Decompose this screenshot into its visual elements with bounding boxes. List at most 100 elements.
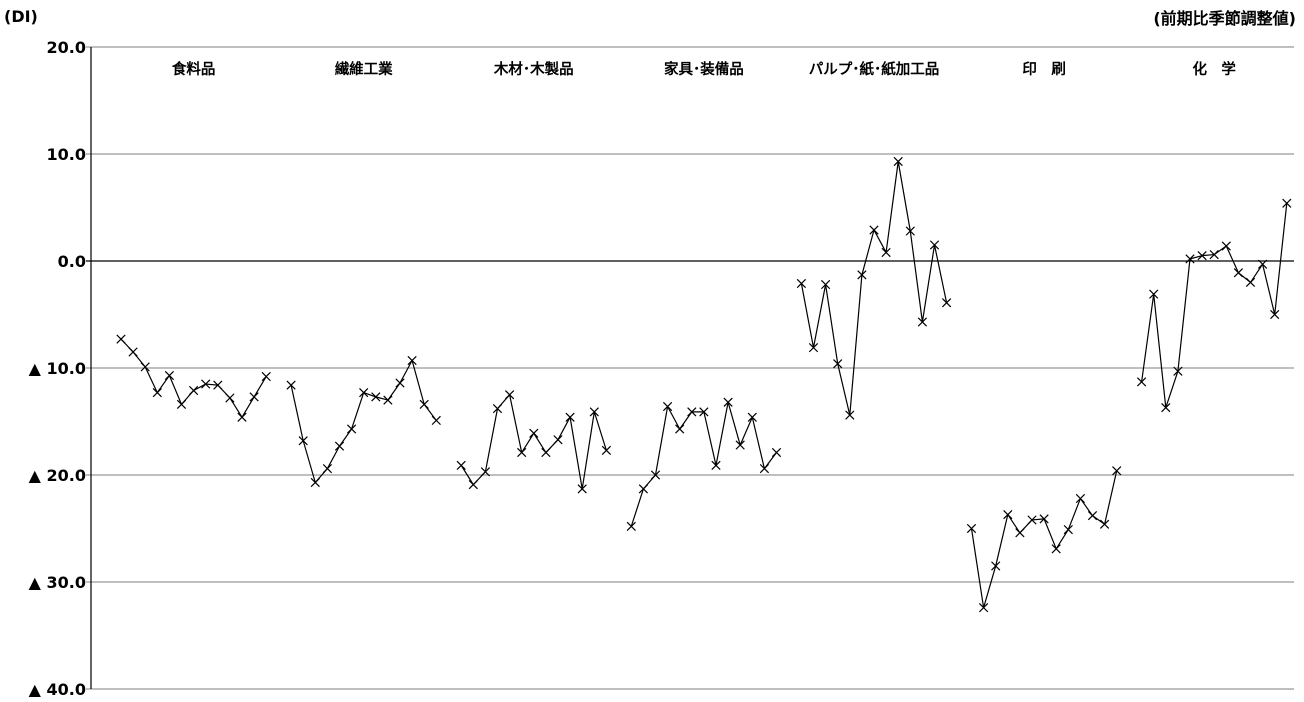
group-label: 家具･装備品 [664, 60, 744, 78]
group-label: パルプ･紙･紙加工品 [809, 60, 940, 78]
data-point-marker [1221, 241, 1231, 251]
data-point-marker [310, 477, 320, 488]
data-point-marker [298, 436, 308, 446]
y-tick-label: ▲ 20.0 [29, 466, 86, 485]
data-point-marker [662, 401, 673, 412]
data-point-marker [1087, 511, 1098, 521]
data-point-marker [1136, 377, 1147, 387]
data-point-marker [517, 447, 527, 458]
y-tick-label: 10.0 [47, 145, 86, 164]
y-tick-label: ▲ 10.0 [29, 359, 86, 378]
data-point-marker [589, 407, 599, 417]
data-point-marker [711, 460, 721, 470]
data-point-marker [407, 355, 417, 366]
group-label: 化 学 [1192, 60, 1236, 78]
data-point-marker [675, 424, 685, 434]
data-point-marker [857, 270, 867, 280]
note-label: (前期比季節調整値) [1153, 9, 1296, 28]
y-tick-labels: 20.0 10.0 0.0 ▲ 10.0 ▲ 20.0 ▲ 30.0 ▲ 40.0 [29, 38, 86, 699]
data-point-marker [1063, 524, 1073, 535]
data-point-marker [917, 317, 928, 327]
data-point-marker [176, 399, 187, 410]
data-point-marker [833, 359, 843, 369]
data-point-marker [1245, 277, 1256, 288]
data-point-marker [820, 279, 831, 290]
data-point-marker [966, 523, 977, 534]
data-point-marker [237, 412, 247, 422]
data-point-marker [1039, 514, 1049, 524]
data-point-marker [286, 380, 296, 390]
group-label: 食料品 [172, 60, 216, 78]
data-point-marker [735, 440, 745, 450]
data-point-marker [1282, 198, 1292, 208]
data-point-marker [201, 379, 211, 389]
data-point-marker [553, 435, 563, 445]
data-point-marker [492, 404, 503, 414]
data-point-marker [699, 407, 709, 417]
data-point-marker [1257, 259, 1268, 269]
data-point-marker [371, 392, 381, 402]
group-label: 木材･木製品 [493, 60, 574, 78]
data-point-marker [905, 226, 915, 236]
data-point-marker [796, 278, 807, 289]
data-point-marker [869, 225, 879, 235]
data-point-marker [1003, 509, 1013, 520]
data-markers [116, 156, 1292, 613]
data-point-marker [419, 399, 429, 410]
data-point-marker [1185, 254, 1195, 264]
grid-lines [86, 46, 1294, 690]
data-point-marker [881, 247, 891, 258]
data-point-marker [941, 298, 952, 308]
data-point-marker [456, 460, 466, 470]
data-point-marker [1075, 493, 1086, 504]
data-point-marker [687, 407, 697, 417]
data-point-marker [152, 387, 162, 398]
series-line [290, 359, 437, 484]
data-point-marker [1173, 366, 1183, 376]
data-point-marker [638, 484, 649, 494]
data-point-marker [978, 603, 989, 613]
data-point-marker [431, 415, 441, 426]
data-point-marker [1270, 309, 1280, 320]
data-point-marker [1027, 515, 1037, 525]
data-point-marker [601, 445, 612, 456]
data-point-marker [480, 467, 491, 477]
y-tick-label: 20.0 [47, 38, 86, 57]
data-point-marker [164, 370, 175, 381]
data-point-marker [116, 334, 126, 344]
series-line [120, 338, 267, 418]
data-point-marker [1099, 519, 1110, 529]
data-point-marker [1233, 268, 1244, 278]
y-tick-label: ▲ 30.0 [29, 573, 86, 592]
data-point-marker [529, 428, 539, 438]
group-label: 印 刷 [1022, 60, 1066, 78]
data-point-marker [322, 463, 333, 474]
data-point-marker [893, 156, 903, 167]
data-point-marker [1015, 528, 1025, 538]
data-point-marker [468, 480, 478, 490]
data-point-marker [929, 240, 940, 250]
series-lines [120, 160, 1288, 609]
data-point-marker [845, 410, 855, 420]
series-line [630, 401, 777, 527]
data-point-marker [383, 395, 393, 405]
series-line [970, 470, 1118, 609]
data-point-marker [261, 371, 271, 382]
data-point-marker [334, 441, 345, 451]
data-point-marker [991, 561, 1001, 571]
data-point-marker [577, 484, 587, 494]
data-point-marker [188, 385, 199, 396]
data-point-marker [249, 392, 259, 402]
y-tick-label: ▲ 40.0 [29, 680, 86, 699]
data-point-marker [395, 378, 405, 388]
data-point-marker [565, 412, 575, 422]
data-point-marker [504, 390, 515, 400]
data-point-marker [541, 447, 551, 458]
data-point-marker [747, 412, 757, 422]
series-line [800, 160, 948, 416]
y-unit-label: (DI) [4, 7, 38, 26]
data-point-marker [1209, 249, 1219, 260]
data-point-marker [140, 362, 150, 372]
data-point-marker [1161, 402, 1171, 413]
data-point-marker [759, 463, 770, 474]
